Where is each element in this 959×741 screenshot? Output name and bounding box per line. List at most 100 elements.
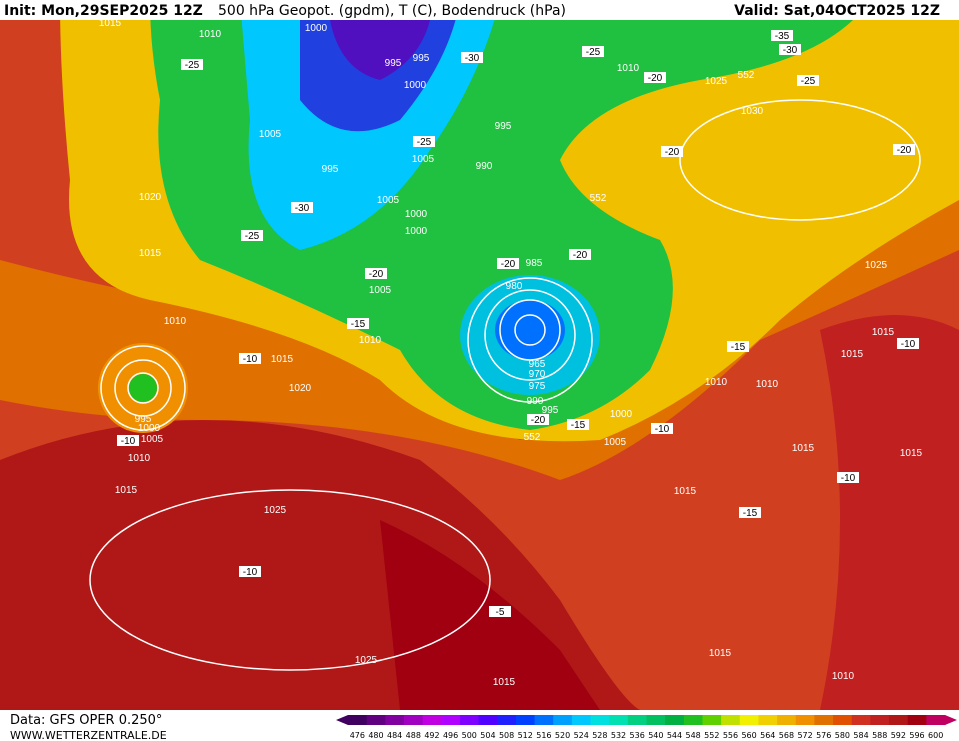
colorbar-label: 512 (518, 731, 533, 740)
temp-label-bg (347, 318, 369, 329)
pressure-label: 1025 (264, 505, 287, 516)
pressure-label: 1000 (405, 226, 428, 237)
colorbar-label: 592 (891, 731, 906, 740)
colorbar-label: 488 (406, 731, 421, 740)
colorbar-label: 520 (555, 731, 570, 740)
pressure-label: 995 (413, 53, 430, 64)
temp-label: -20 (501, 259, 516, 270)
pressure-label: 1015 (271, 354, 294, 365)
temp-label: -10 (121, 436, 136, 447)
pressure-label: 1010 (164, 316, 187, 327)
pressure-label: 1010 (756, 379, 779, 390)
colorbar-swatch (515, 715, 536, 725)
pressure-label: 1000 (405, 209, 428, 220)
colorbar-swatch (478, 715, 498, 725)
low-blue (495, 300, 565, 360)
pressure-label: 1005 (412, 154, 435, 165)
valid: Valid: Sat,04OCT2025 12Z (734, 3, 940, 19)
pressure-label: 1025 (865, 260, 888, 271)
temp-label: -20 (531, 415, 546, 426)
temp-label: -10 (655, 424, 670, 435)
pressure-label: 1000 (305, 23, 328, 34)
colorbar-label: 564 (760, 731, 775, 740)
temp-label: -10 (901, 339, 916, 350)
colorbar-swatch (814, 715, 834, 725)
colorbar-label: 544 (667, 731, 682, 740)
colorbar-swatch (571, 715, 592, 725)
colorbar-label: 484 (387, 731, 402, 740)
colorbar-swatch (851, 715, 871, 725)
colorbar-label: 524 (574, 731, 589, 740)
colorbar-label: 596 (909, 731, 924, 740)
temp-label: -15 (731, 342, 746, 353)
temp-label-bg (893, 144, 915, 155)
pressure-label: 1010 (128, 453, 151, 464)
data-source: Data: GFS OPER 0.250° (10, 713, 162, 728)
colorbar-arrow-left (336, 715, 348, 725)
temp-label: -15 (351, 319, 366, 330)
init: Init: Mon,29SEP2025 12Z (4, 3, 203, 19)
temp-label-bg (569, 249, 591, 260)
pressure-label: 1015 (99, 18, 122, 29)
colorbar-label: 568 (779, 731, 794, 740)
pressure-label: 965 (529, 359, 546, 370)
pressure-label: 1025 (705, 76, 728, 87)
temp-label-bg (239, 566, 261, 577)
pressure-label: 1005 (377, 195, 400, 206)
colorbar-label: 572 (797, 731, 812, 740)
colorbar-label: 540 (648, 731, 663, 740)
pressure-label: 1015 (841, 349, 864, 360)
pressure-label: 1000 (610, 409, 633, 420)
colorbar-label: 516 (536, 731, 551, 740)
colorbar-label: 528 (592, 731, 607, 740)
colorbar-label: 588 (872, 731, 887, 740)
temp-label-bg (727, 341, 749, 352)
pressure-label: 1005 (141, 434, 164, 445)
colorbar-swatch (534, 715, 554, 725)
temp-label-bg (413, 136, 435, 147)
colorbar-swatch (833, 715, 853, 725)
temp-label-bg (497, 258, 519, 269)
colorbar-swatch (889, 715, 909, 725)
colorbar-label: 508 (499, 731, 514, 740)
header-bar (0, 0, 959, 20)
pressure-label: 1005 (604, 437, 627, 448)
colorbar-swatch (497, 715, 517, 725)
colorbar-label: 600 (928, 731, 943, 740)
colorbar-swatch (553, 715, 573, 725)
pressure-label: 1025 (355, 655, 378, 666)
temp-label-bg (771, 30, 793, 41)
temp-label-bg (291, 202, 313, 213)
colorbar-swatch (758, 715, 778, 725)
pressure-label: 1010 (359, 335, 382, 346)
colorbar-swatch (403, 715, 424, 725)
pressure-label: 990 (476, 161, 493, 172)
colorbar-label: 548 (686, 731, 701, 740)
pressure-label: 1010 (832, 671, 855, 682)
colorbar-swatch (348, 715, 368, 725)
temp-label: -10 (243, 354, 258, 365)
pressure-label: 1005 (259, 129, 282, 140)
temp-label-bg (779, 44, 801, 55)
colorbar-swatch (777, 715, 797, 725)
temp-label: -25 (801, 76, 816, 87)
pressure-label: 1030 (741, 106, 764, 117)
colorbar-swatch (366, 715, 386, 725)
pressure-label: 1010 (705, 377, 728, 388)
temp-label: -30 (465, 53, 480, 64)
pressure-label: 985 (526, 258, 543, 269)
temp-label-bg (461, 52, 483, 63)
colorbar-swatch (721, 715, 741, 725)
colorbar-swatch (590, 715, 610, 725)
colorbar: 476 480 484 488 492 496 500 504 508 512 516 520 524 5… (336, 715, 957, 740)
colorbar-label: 580 (835, 731, 850, 740)
temp-label-bg (489, 606, 511, 617)
temp-label-bg (837, 472, 859, 483)
pressure-label: 1015 (900, 448, 923, 459)
pressure-label: 995 (385, 58, 402, 69)
temp-label-bg (897, 338, 919, 349)
colorbar-arrow-right (945, 715, 957, 725)
pressure-label: 1015 (139, 248, 162, 259)
